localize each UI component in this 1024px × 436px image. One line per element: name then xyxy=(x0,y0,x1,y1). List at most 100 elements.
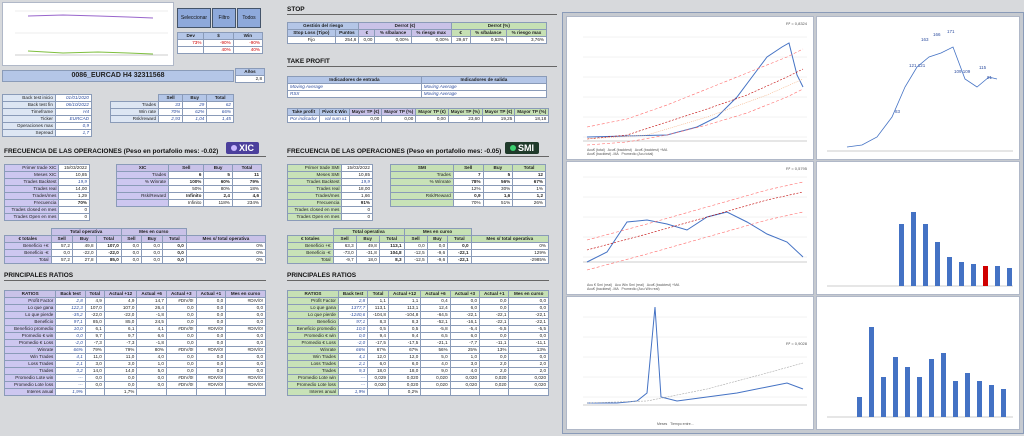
ratio-value: 79% xyxy=(103,346,138,354)
ratio-value: 0,0 xyxy=(136,381,167,389)
ratio-value: 9,3 xyxy=(337,367,369,375)
ratios-row: Beneficio promedio 10,0 6,1 6,1 4,1 #DIV/0! #D… xyxy=(3,325,266,333)
ratios-header: Mes en curso xyxy=(225,290,266,298)
ratio-value xyxy=(420,388,451,396)
ratio-label: Beneficio promedio xyxy=(287,325,339,333)
ratio-value: 0,0 xyxy=(225,332,266,340)
chart2-legend: Acu € Smi (real) Acu Win Smi (real) Acu€… xyxy=(587,283,680,291)
ratio-value: -2,0 xyxy=(55,339,86,347)
ratio-label: Lo que gana xyxy=(3,304,57,312)
ratio-value: 0,0 xyxy=(479,353,510,361)
ratio-label: Profit Factor xyxy=(3,297,57,305)
indicators-table: Indicadores de entrada Indicadores de sal… xyxy=(287,76,548,98)
ratio-value: #DIV/0! xyxy=(165,325,197,333)
ratios-row: Win Trades 4,1 12,0 12,0 5,0 1,0 0,0 0,0 xyxy=(287,353,549,361)
ratio-value: -7,3 xyxy=(84,339,105,347)
mini-line-chart-svg xyxy=(15,10,168,56)
ratio-value: #DIV/0! xyxy=(165,346,197,354)
ratio-label: Promedio € win xyxy=(3,332,57,340)
ratio-value: 67% xyxy=(367,346,389,354)
mini-line-chart xyxy=(2,2,174,66)
ratio-value: #DIV/0! xyxy=(195,346,227,354)
chart3-r2: R² = 0,9028 xyxy=(785,341,807,346)
filter-button[interactable]: Filtro xyxy=(212,8,236,28)
ratio-value: 97,1 xyxy=(337,318,369,326)
ratios-row: Promedio € win 0,0 9,7 9,7 6,6 0,0 0,0 0,0 xyxy=(3,332,266,340)
ratio-value: -17,5 xyxy=(367,339,389,347)
ratio-value: 2,0 xyxy=(479,360,510,368)
ratios-row: Interes anual 1,9% 1,7% xyxy=(3,388,266,396)
ratios-row: Promedio € Loss -2,0 -7,3 -7,3 -1,8 0,0 0,0 0,0 xyxy=(3,339,266,347)
all-button[interactable]: Todos xyxy=(237,8,261,28)
ratio-value: 2,1 xyxy=(337,360,369,368)
ratio-value: 0,020 xyxy=(367,381,389,389)
ratio-label: Lo que gana xyxy=(287,304,339,312)
ratio-value: -64,5 xyxy=(420,311,451,319)
bar1-label: 121 121 xyxy=(909,63,926,68)
ratio-value: -5,4 xyxy=(449,325,481,333)
ratio-value: 26,4 xyxy=(136,304,167,312)
ratio-label: Beneficio xyxy=(287,318,339,326)
ratio-value: #DIV/0! xyxy=(225,374,266,382)
ratio-value: -1240,6 xyxy=(337,311,369,319)
ratios-row: Profit Factor 2,8 1,1 1,1 0,4 0,0 0,0 0,0 xyxy=(287,297,549,305)
ratio-value: -5,5 xyxy=(479,325,510,333)
ratio-value: -52,1 xyxy=(420,318,451,326)
cumulative-chart-2: R² = 0,5795 Acu € Smi (real) Acu Win Smi… xyxy=(566,161,814,295)
ratio-value: 18,0 xyxy=(367,367,389,375)
ratio-value: 9,4 xyxy=(367,332,389,340)
ratio-value: 0,0 xyxy=(55,332,86,340)
smi-icon xyxy=(510,145,516,151)
ratio-value: -11,1 xyxy=(479,339,510,347)
ratio-value: 4,1 xyxy=(337,353,369,361)
ratio-value: 0,0 xyxy=(508,353,549,361)
ratios-row: Promedio Lote loss --- 0,020 0,020 0,020 0,02… xyxy=(287,381,549,389)
ratio-label: Promedio Lote win xyxy=(3,374,57,382)
ratio-value: 1,0 xyxy=(136,360,167,368)
ratio-value xyxy=(165,388,197,396)
bar1-label: 163 xyxy=(921,37,929,42)
ratio-value: 0,0 xyxy=(337,332,369,340)
ratios-row: Beneficio promedio 10,0 0,5 0,5 -5,8 -5,4 -5,5… xyxy=(287,325,549,333)
ratio-value: 113,1 xyxy=(387,304,422,312)
ratio-label: Win Trades xyxy=(3,353,57,361)
ratio-value: 6,1 xyxy=(84,325,105,333)
ratio-label: Profit Factor xyxy=(287,297,339,305)
chart1-r2: R² = 0,8324 xyxy=(785,21,807,26)
ratio-value: 8,3 xyxy=(387,318,422,326)
ratio-value: #DIV/0! xyxy=(195,374,227,382)
ratio-value xyxy=(508,388,549,396)
ratio-value: 4,9 xyxy=(84,297,105,305)
ratio-value: 0,0 xyxy=(225,304,266,312)
ratio-label: Promedio € Loss xyxy=(3,339,57,347)
freq-left-title: FRECUENCIA DE LAS OPERACIONES (Peso en p… xyxy=(4,148,219,155)
ratio-value: 1,9% xyxy=(55,388,86,396)
ratios-row: Promedio € Loss -2,0 -17,5 -17,5 -21,1 -7,7 -1… xyxy=(287,339,549,347)
ratio-value: 0,0 xyxy=(508,297,549,305)
bar1-label: 109 109 xyxy=(954,69,971,74)
ratio-value: 6,0 xyxy=(367,360,389,368)
monthly-bar-chart-3 xyxy=(816,296,1020,430)
bar1-label: 91 xyxy=(987,75,993,80)
ratio-value: 0,0 xyxy=(195,311,227,319)
ratio-label: Beneficio xyxy=(3,318,57,326)
monthly-bar-chart-2 xyxy=(816,161,1020,295)
ratio-value: 5,0 xyxy=(136,367,167,375)
ratios-row: Trades 9,3 18,0 18,0 9,0 4,0 2,0 2,0 xyxy=(287,367,549,375)
ratios-header: Mes en curso xyxy=(508,290,549,298)
select-button[interactable]: Seleccionar xyxy=(177,8,211,28)
ratio-value: 0,020 xyxy=(387,374,422,382)
ratio-value: 0,020 xyxy=(508,381,549,389)
cumulative-bar-chart-1: 83 121 121 163 166 171 109 109 115 91 xyxy=(816,16,1020,160)
ratio-value: -17,5 xyxy=(387,339,422,347)
ratio-value: 2,1 xyxy=(55,360,86,368)
ratios-row: Loss Trades 2,1 3,0 3,0 1,0 0,0 0,0 0,0 xyxy=(3,360,266,368)
ratio-value xyxy=(84,388,105,396)
ratio-value: 0,020 xyxy=(508,374,549,382)
ratio-value: 0,0 xyxy=(165,304,197,312)
ratio-value: 3,0 xyxy=(84,360,105,368)
ratio-value: 0,020 xyxy=(449,381,481,389)
ratio-value: 6,0 xyxy=(449,304,481,312)
ratio-label: Loss Trades xyxy=(287,360,339,368)
ratio-label: Winrate xyxy=(287,346,339,354)
